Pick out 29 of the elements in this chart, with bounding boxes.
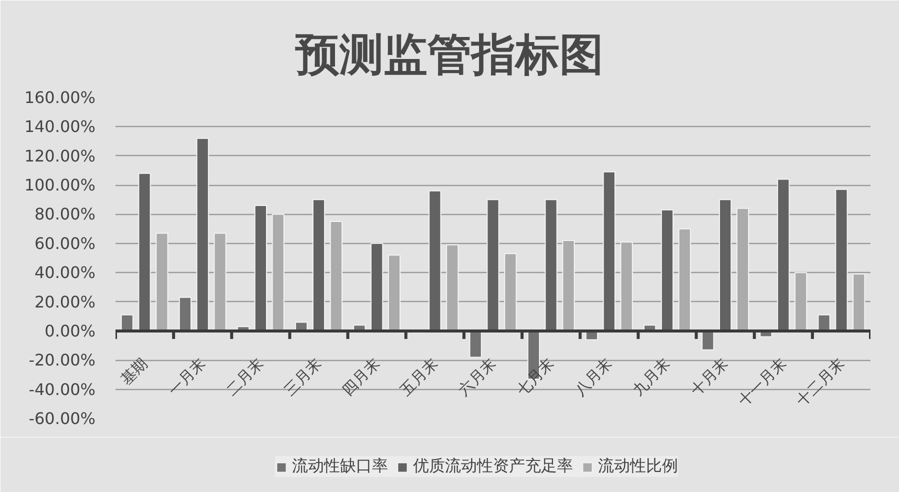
y-tick-label: -60.00%: [28, 409, 96, 428]
x-tick-label: 八月末: [570, 354, 616, 400]
x-tick-label: 一月末: [164, 354, 209, 400]
legend-label: 优质流动性资产充足率: [413, 456, 573, 477]
y-tick-label: 80.00%: [34, 204, 96, 224]
x-tick-label: 十月末: [687, 354, 732, 400]
y-tick-label: 120.00%: [24, 146, 96, 166]
y-tick-label: 100.00%: [24, 176, 96, 195]
x-tick-label: 十二月末: [792, 354, 848, 410]
x-tick-label: 三月末: [280, 354, 326, 400]
legend-label: 流动性缺口率: [292, 456, 388, 477]
chart-title: 预测监管指标图: [294, 30, 604, 80]
y-tick-label: 60.00%: [34, 234, 96, 253]
y-tick-label: -20.00%: [28, 350, 96, 370]
x-tick-label: 二月末: [222, 354, 268, 400]
x-tick-label: 七月末: [512, 354, 558, 400]
y-tick-label: 0.00%: [44, 321, 96, 340]
x-tick-label: 九月末: [629, 354, 674, 400]
y-tick-label: 160.00%: [24, 88, 96, 107]
x-tick-label: 十一月末: [734, 354, 790, 410]
x-tick-label: 六月末: [454, 354, 500, 400]
y-tick-label: -40.00%: [28, 380, 96, 399]
x-tick-label: 五月末: [396, 354, 442, 400]
y-tick-label: 20.00%: [34, 292, 96, 312]
y-tick-label: 40.00%: [34, 263, 96, 282]
legend-label: 流动性比例: [598, 456, 678, 477]
x-tick-label: 基期: [116, 354, 151, 389]
y-tick-label: 140.00%: [24, 117, 96, 136]
x-tick-label: 四月末: [338, 354, 384, 400]
